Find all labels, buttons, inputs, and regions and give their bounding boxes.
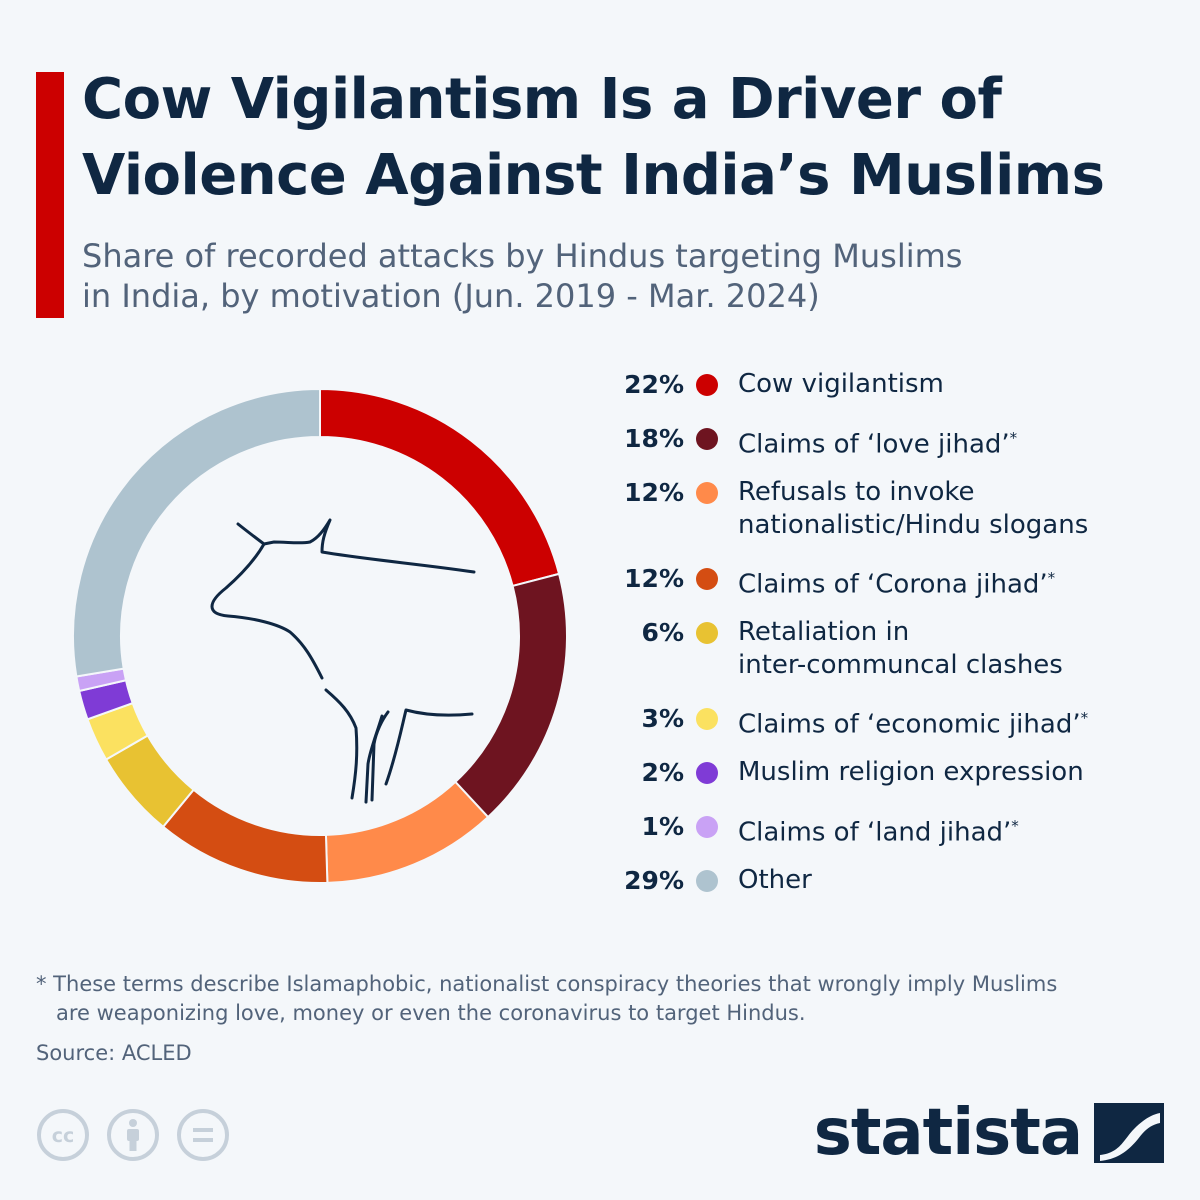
legend-swatch xyxy=(696,374,718,396)
donut-slice-1 xyxy=(453,572,568,819)
legend-swatch xyxy=(696,816,718,838)
legend-value: 6% xyxy=(641,618,684,647)
donut-slices xyxy=(72,387,568,884)
footnote-marker: * xyxy=(1080,709,1089,727)
legend-value: 18% xyxy=(624,424,684,453)
legend-label: Claims of ‘Corona jihad’* xyxy=(738,569,1056,600)
legend-label: Muslim religion expression xyxy=(738,757,1084,787)
legend-swatch xyxy=(696,482,718,504)
page-title: Cow Vigilantism Is a Driver of Violence … xyxy=(82,62,1182,214)
donut-slice-3 xyxy=(161,788,329,884)
subtitle-line-2: in India, by motivation (Jun. 2019 - Mar… xyxy=(82,277,820,315)
legend-item: 12% Refusals to invoke nationalistic/Hindu… xyxy=(600,476,1178,542)
legend-item: 29% Other xyxy=(600,864,1178,897)
footnote-marker: * xyxy=(1011,817,1019,835)
donut-chart xyxy=(72,387,568,884)
legend-label: Cow vigilantism xyxy=(738,369,944,399)
legend-swatch xyxy=(696,428,718,450)
legend-swatch xyxy=(696,870,718,892)
cow-icon xyxy=(210,518,476,804)
legend-label: Other xyxy=(738,865,812,895)
attribution-icon[interactable] xyxy=(106,1108,160,1162)
legend-label: Refusals to invoke nationalistic/Hindu sl… xyxy=(738,477,1089,540)
legend-value: 22% xyxy=(624,370,684,399)
legend-value: 12% xyxy=(624,478,684,507)
legend-value: 1% xyxy=(641,812,684,841)
legend-item: 12% Claims of ‘Corona jihad’* xyxy=(600,562,1178,602)
title-line-1: Cow Vigilantism Is a Driver of xyxy=(82,67,1002,132)
brand-name: statista xyxy=(813,1096,1083,1170)
legend-label: Claims of ‘land jihad’* xyxy=(738,817,1019,848)
legend-swatch xyxy=(696,708,718,730)
donut-slice-2 xyxy=(324,780,490,884)
license-icons: cc xyxy=(36,1108,230,1162)
footnote-marker: * xyxy=(1047,569,1056,587)
brand: statista xyxy=(814,1098,1164,1168)
legend-value: 3% xyxy=(641,704,684,733)
subtitle-line-1: Share of recorded attacks by Hindus targ… xyxy=(82,237,963,275)
statista-logo-icon xyxy=(1094,1103,1164,1163)
legend-item: 18% Claims of ‘love jihad’* xyxy=(600,422,1178,462)
legend-item: 22% Cow vigilantism xyxy=(600,368,1178,401)
footnote-line-2: are weaponizing love, money or even the … xyxy=(56,1001,806,1025)
legend-label: Claims of ‘economic jihad’* xyxy=(738,709,1089,740)
svg-text:cc: cc xyxy=(52,1125,75,1147)
legend-item: 1% Claims of ‘land jihad’* xyxy=(600,810,1178,850)
legend-item: 6% Retaliation in inter-communcal clashes xyxy=(600,616,1178,682)
legend-label: Claims of ‘love jihad’* xyxy=(738,429,1018,460)
legend-value: 29% xyxy=(624,866,684,895)
footnote-line-1: * These terms describe Islamaphobic, nat… xyxy=(36,972,1058,996)
legend-swatch xyxy=(696,622,718,644)
subtitle: Share of recorded attacks by Hindus targ… xyxy=(82,236,1162,316)
no-derivatives-icon[interactable] xyxy=(176,1108,230,1162)
cc-icon[interactable]: cc xyxy=(36,1108,90,1162)
legend-label: Retaliation in inter-communcal clashes xyxy=(738,617,1063,680)
legend-value: 2% xyxy=(641,758,684,787)
title-line-2: Violence Against India’s Muslims xyxy=(82,143,1105,208)
footnote-marker: * xyxy=(1009,429,1018,447)
donut-slice-8 xyxy=(72,387,321,678)
source: Source: ACLED xyxy=(36,1041,192,1065)
legend-swatch xyxy=(696,568,718,590)
accent-bar xyxy=(36,72,64,318)
legend-item: 2% Muslim religion expression xyxy=(600,756,1178,789)
footnote: * These terms describe Islamaphobic, nat… xyxy=(36,970,1176,1028)
legend-value: 12% xyxy=(624,564,684,593)
legend-swatch xyxy=(696,762,718,784)
legend-item: 3% Claims of ‘economic jihad’* xyxy=(600,702,1178,742)
